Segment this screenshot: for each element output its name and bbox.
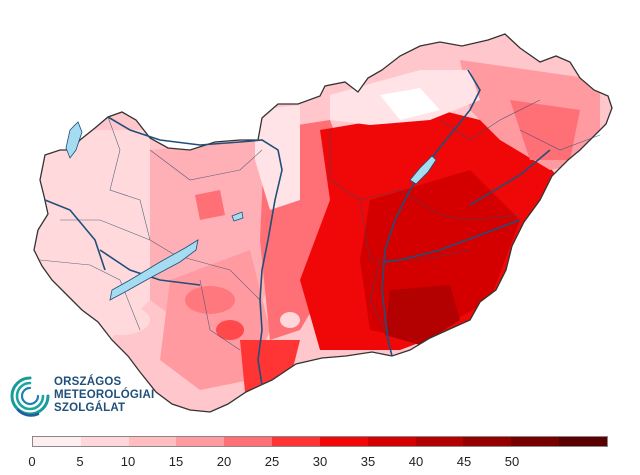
omsz-logo: ORSZÁGOS METEOROLÓGIAI SZOLGÁLAT [8, 372, 178, 422]
legend-swatch [176, 437, 225, 446]
legend-tick-label: 50 [504, 454, 520, 469]
lake-velence [231, 211, 244, 222]
color-legend: 0 5 10 15 20 25 30 35 40 45 50 [28, 436, 608, 475]
legend-swatch [224, 437, 273, 446]
precipitation-map [33, 33, 613, 413]
legend-swatch [511, 437, 560, 446]
logo-line-2: METEOROLÓGIAI [54, 389, 155, 401]
logo-line-1: ORSZÁGOS [54, 376, 122, 388]
omsz-swirl-icon [10, 376, 50, 417]
lake-balaton [109, 239, 199, 301]
lake-ferto [65, 121, 83, 159]
legend-swatch [272, 437, 320, 446]
legend-tick-label: 35 [360, 454, 376, 469]
legend-tick-label: 30 [312, 454, 328, 469]
legend-tick-label: 5 [76, 454, 84, 469]
legend-swatch [33, 437, 81, 446]
legend-tick-label: 25 [264, 454, 280, 469]
legend-swatch [128, 437, 177, 446]
legend-swatch [319, 437, 368, 446]
legend-color-bar [32, 436, 608, 447]
legend-tick-label: 0 [28, 454, 36, 469]
legend-tick-label: 10 [120, 454, 136, 469]
legend-swatch [80, 437, 129, 446]
precipitation-layer [34, 34, 612, 412]
logo-line-3: SZOLGÁLAT [54, 402, 126, 414]
legend-swatch [463, 437, 512, 446]
legend-tick-label: 45 [456, 454, 472, 469]
legend-tick-label: 20 [216, 454, 232, 469]
lakes [65, 121, 437, 301]
legend-swatch [559, 437, 607, 446]
legend-swatch [415, 437, 464, 446]
legend-swatch [367, 437, 416, 446]
lake-tisza [409, 155, 437, 185]
legend-tick-label: 15 [168, 454, 184, 469]
legend-tick-label: 40 [408, 454, 424, 469]
